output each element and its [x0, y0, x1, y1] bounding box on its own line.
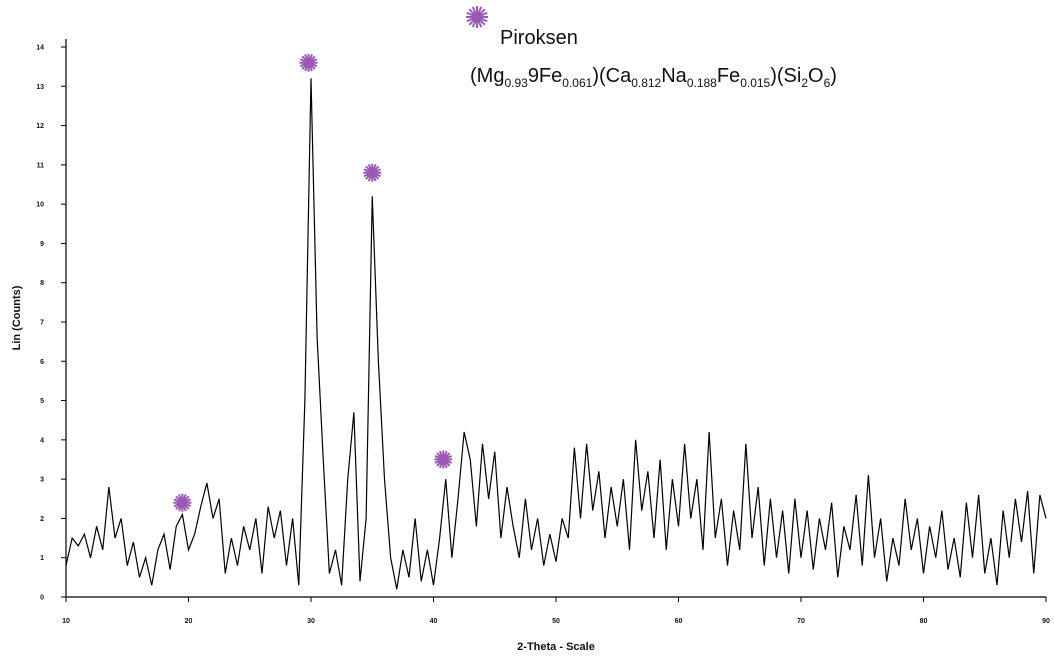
x-tick-label: 30 [307, 618, 315, 625]
x-tick-label: 90 [1042, 618, 1050, 625]
x-tick-label: 10 [62, 618, 70, 625]
x-tick-label: 20 [185, 618, 193, 625]
formula-text: )(Si [770, 65, 801, 87]
formula-text: Fe [717, 65, 740, 87]
formula-text: ) [830, 65, 837, 87]
formula-subscript: 6 [824, 76, 831, 90]
y-tick-label: 13 [36, 84, 44, 91]
peak-marker [299, 53, 318, 72]
y-tick-label: 1 [40, 555, 44, 562]
y-tick-label: 12 [36, 123, 44, 130]
formula-subscript: 0.812 [631, 76, 661, 90]
y-axis-title: Lin (Counts) [11, 285, 23, 350]
y-tick-label: 14 [36, 45, 44, 52]
formula-text: (Mg [470, 65, 504, 87]
x-tick-label: 70 [797, 618, 805, 625]
y-tick-label: 11 [37, 162, 45, 169]
x-tick-label: 40 [430, 618, 438, 625]
y-tick-label: 9 [40, 241, 44, 248]
formula-text: 9Fe [528, 65, 562, 87]
y-tick-label: 3 [40, 477, 44, 484]
x-tick-label: 60 [675, 618, 683, 625]
peak-marker [173, 493, 192, 512]
y-tick-label: 0 [40, 595, 44, 602]
formula-subscript: 2 [801, 76, 808, 90]
x-axis-title: 2-Theta - Scale [517, 641, 595, 653]
formula-subscript: 0.93 [504, 76, 528, 90]
x-tick-label: 50 [552, 618, 560, 625]
legend-marker [466, 6, 488, 28]
y-tick-label: 5 [40, 398, 44, 405]
legend-label: Piroksen [500, 27, 578, 49]
xrd-line [65, 78, 1047, 590]
peak-marker [434, 450, 453, 469]
legend-formula: (Mg0.939Fe0.061)(Ca0.812Na0.188Fe0.015)(… [470, 65, 837, 90]
peak-marker [363, 163, 382, 182]
y-tick-label: 2 [40, 516, 44, 523]
y-tick-label: 7 [40, 320, 44, 327]
formula-text: O [808, 65, 824, 87]
formula-subscript: 0.188 [687, 76, 717, 90]
y-tick-label: 4 [40, 437, 44, 444]
formula-subscript: 0.061 [562, 76, 592, 90]
y-tick-label: 6 [40, 359, 44, 366]
y-tick-label: 10 [36, 202, 44, 209]
x-tick-label: 80 [920, 618, 928, 625]
y-tick-label: 8 [40, 280, 44, 287]
formula-subscript: 0.015 [740, 76, 770, 90]
formula-text: Na [661, 65, 687, 87]
formula-text: )(Ca [592, 65, 632, 87]
